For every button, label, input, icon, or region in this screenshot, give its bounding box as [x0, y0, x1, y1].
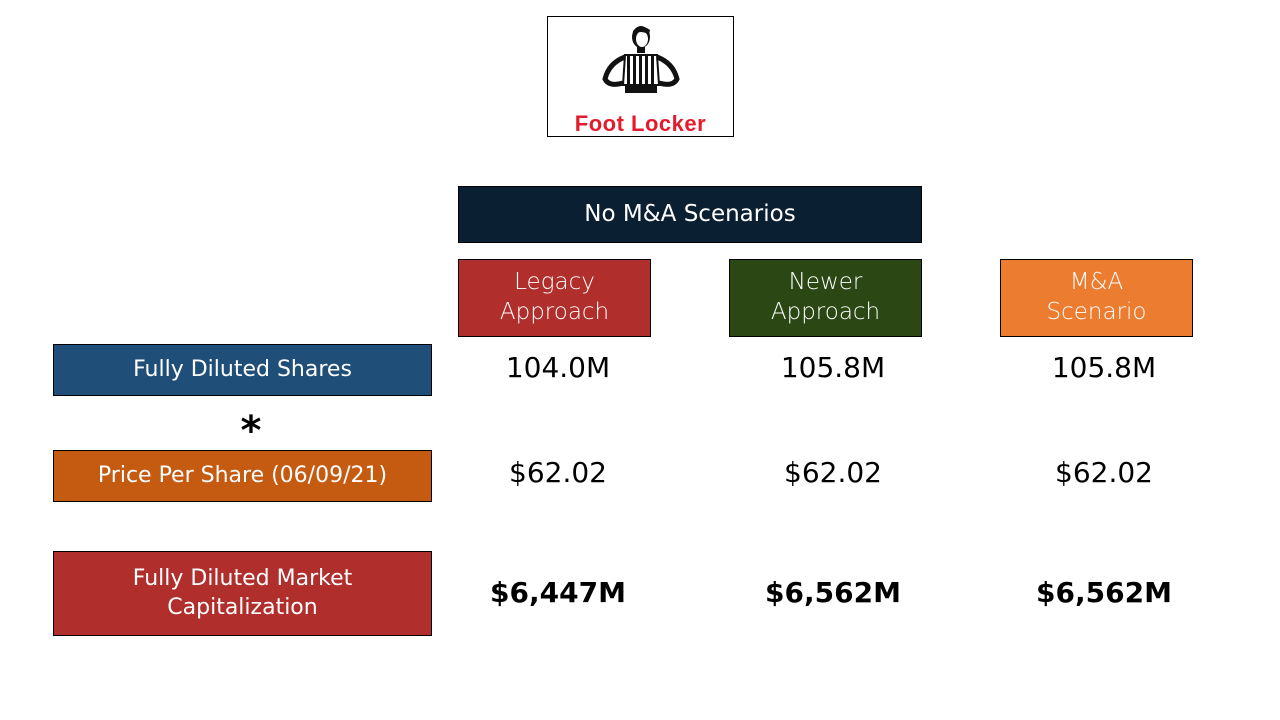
scenarios-header: No M&A Scenarios [458, 186, 922, 243]
column-header-label: Legacy Approach [499, 269, 610, 325]
price-value-newer: $62.02 [784, 456, 882, 489]
column-header-ma: M&A Scenario [1000, 259, 1193, 337]
row-label-shares: Fully Diluted Shares [53, 344, 432, 396]
foot-locker-logo: Foot Locker [547, 16, 734, 137]
row-label-text: Price Per Share (06/09/21) [97, 462, 388, 488]
referee-figure-icon [602, 26, 680, 93]
row-label-text: Fully Diluted Market Capitalization [132, 565, 353, 620]
logo-brand-name: Foot Locker [574, 111, 707, 136]
column-header-label: Newer Approach [770, 269, 881, 325]
shares-value-legacy: 104.0M [505, 351, 611, 384]
shares-value-ma: 105.8M [1051, 351, 1157, 384]
price-value-legacy: $62.02 [509, 456, 607, 489]
scenarios-header-label: No M&A Scenarios [584, 200, 796, 227]
market-cap-value-ma: $6,562M [1036, 576, 1172, 609]
column-header-newer: Newer Approach [729, 259, 922, 337]
row-label-text: Fully Diluted Shares [133, 356, 352, 382]
price-value-ma: $62.02 [1055, 456, 1153, 489]
row-label-market-cap: Fully Diluted Market Capitalization [53, 551, 432, 636]
market-cap-value-newer: $6,562M [765, 576, 901, 609]
market-cap-value-legacy: $6,447M [490, 576, 626, 609]
column-header-label: M&A Scenario [1046, 269, 1147, 325]
row-label-price: Price Per Share (06/09/21) [53, 450, 432, 502]
column-header-legacy: Legacy Approach [458, 259, 651, 337]
multiply-operator: * [240, 408, 262, 454]
shares-value-newer: 105.8M [780, 351, 886, 384]
